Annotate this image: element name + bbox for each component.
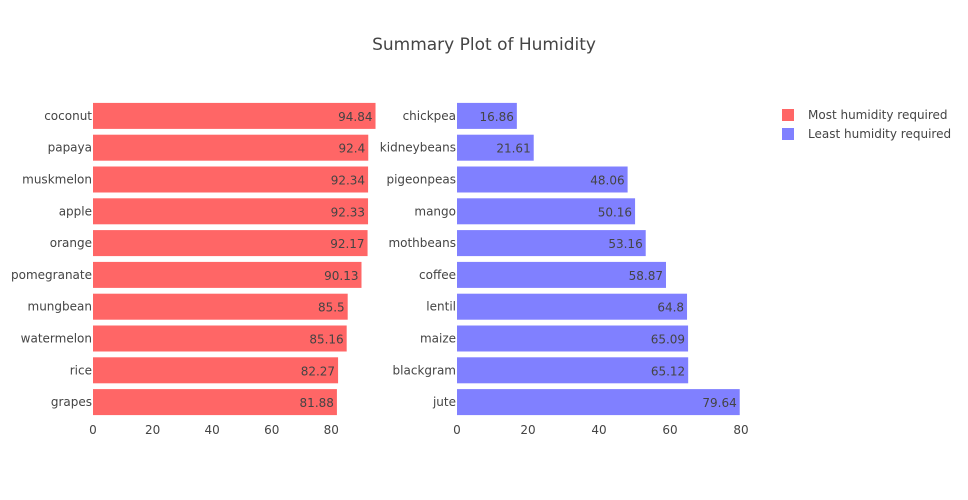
value-label-orange: 92.17 xyxy=(330,237,364,251)
value-label-coffee: 58.87 xyxy=(629,269,663,283)
value-label-rice: 82.27 xyxy=(301,364,335,378)
category-label-mungbean: mungbean xyxy=(28,300,92,314)
category-label-jute: jute xyxy=(432,395,456,409)
x-tick-label: 20 xyxy=(520,423,535,437)
x-tick-label: 60 xyxy=(264,423,279,437)
legend-label: Least humidity required xyxy=(808,127,951,141)
value-label-muskmelon: 92.34 xyxy=(331,174,365,188)
category-label-blackgram: blackgram xyxy=(393,363,456,377)
x-tick-label: 40 xyxy=(591,423,606,437)
bar-watermelon xyxy=(93,325,347,352)
x-tick-label: 80 xyxy=(733,423,748,437)
category-label-coconut: coconut xyxy=(44,109,92,123)
value-label-blackgram: 65.12 xyxy=(651,364,685,378)
category-label-rice: rice xyxy=(70,363,92,377)
bar-mothbeans xyxy=(457,230,646,257)
bar-chickpea xyxy=(457,102,517,129)
category-label-grapes: grapes xyxy=(51,395,92,409)
bar-grapes xyxy=(93,389,337,416)
category-label-lentil: lentil xyxy=(426,300,456,314)
x-tick-label: 40 xyxy=(205,423,220,437)
value-label-lentil: 64.8 xyxy=(657,301,684,315)
x-tick-label: 80 xyxy=(324,423,339,437)
plots: coconut 94.84 papaya 92.4 muskmelon 92.34 appl… xyxy=(11,102,749,437)
category-label-papaya: papaya xyxy=(48,141,92,155)
value-label-grapes: 81.88 xyxy=(300,396,334,410)
bar-apple xyxy=(93,198,369,225)
bar-lentil xyxy=(457,293,688,320)
value-label-coconut: 94.84 xyxy=(338,110,372,124)
x-tick-label: 60 xyxy=(662,423,677,437)
subplot-most: coconut 94.84 papaya 92.4 muskmelon 92.34 appl… xyxy=(11,102,376,437)
subplot-least: chickpea 16.86 kidneybeans 21.61 pigeonpeas 4… xyxy=(380,102,749,437)
bar-kidneybeans xyxy=(457,134,534,161)
bar-blackgram xyxy=(457,357,689,384)
value-label-pomegranate: 90.13 xyxy=(324,269,358,283)
bar-mango xyxy=(457,198,636,225)
chart-title: Summary Plot of Humidity xyxy=(372,35,596,55)
legend-label: Most humidity required xyxy=(808,108,948,122)
x-tick-label: 0 xyxy=(89,423,97,437)
category-label-mango: mango xyxy=(414,204,456,218)
legend-item-least[interactable]: Least humidity required xyxy=(782,127,951,141)
value-label-watermelon: 85.16 xyxy=(309,333,343,347)
category-label-pigeonpeas: pigeonpeas xyxy=(386,173,456,187)
value-label-mungbean: 85.5 xyxy=(318,301,345,315)
bar-papaya xyxy=(93,134,369,161)
value-label-jute: 79.64 xyxy=(702,396,736,410)
bar-mungbean xyxy=(93,293,348,320)
legend-item-most[interactable]: Most humidity required xyxy=(782,108,948,122)
bar-maize xyxy=(457,325,689,352)
value-label-papaya: 92.4 xyxy=(339,142,366,156)
bar-pomegranate xyxy=(93,261,362,288)
category-label-mothbeans: mothbeans xyxy=(388,236,456,250)
value-label-mango: 50.16 xyxy=(598,205,632,219)
legend-swatch xyxy=(782,128,794,140)
value-label-mothbeans: 53.16 xyxy=(608,237,642,251)
x-tick-label: 20 xyxy=(145,423,160,437)
value-label-chickpea: 16.86 xyxy=(479,110,513,124)
category-label-chickpea: chickpea xyxy=(403,109,456,123)
bar-jute xyxy=(457,389,740,416)
legend-swatch xyxy=(782,109,794,121)
category-label-muskmelon: muskmelon xyxy=(22,173,92,187)
bar-pigeonpeas xyxy=(457,166,628,193)
bar-coconut xyxy=(93,102,376,129)
bar-orange xyxy=(93,230,368,257)
bar-coffee xyxy=(457,261,666,288)
bar-muskmelon xyxy=(93,166,369,193)
category-label-watermelon: watermelon xyxy=(21,332,92,346)
category-label-kidneybeans: kidneybeans xyxy=(380,141,456,155)
value-label-apple: 92.33 xyxy=(331,205,365,219)
category-label-coffee: coffee xyxy=(419,268,456,282)
category-label-pomegranate: pomegranate xyxy=(11,268,92,282)
value-label-kidneybeans: 21.61 xyxy=(496,142,530,156)
legend: Most humidity required Least humidity req… xyxy=(782,108,951,141)
bar-rice xyxy=(93,357,339,384)
category-label-orange: orange xyxy=(50,236,92,250)
x-tick-label: 0 xyxy=(453,423,461,437)
category-label-maize: maize xyxy=(420,332,456,346)
value-label-pigeonpeas: 48.06 xyxy=(590,174,624,188)
category-label-apple: apple xyxy=(59,204,92,218)
value-label-maize: 65.09 xyxy=(651,333,685,347)
